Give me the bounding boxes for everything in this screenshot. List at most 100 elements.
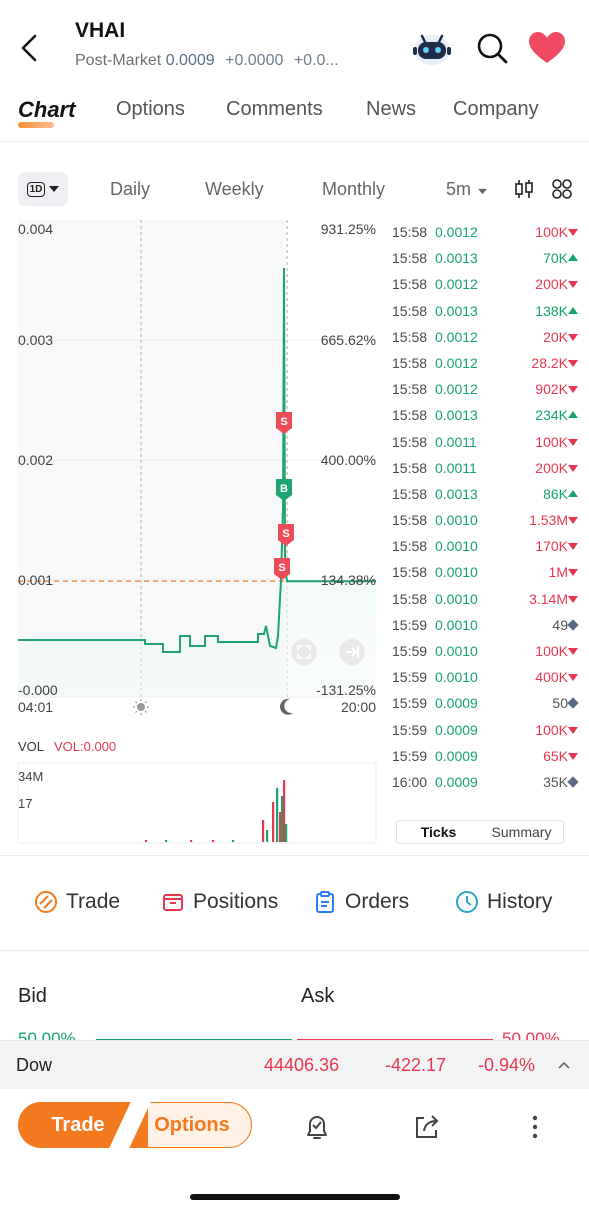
history-action-label: History [487,890,553,913]
tab-summary[interactable]: Summary [491,824,552,840]
tick-time: 15:58 [392,407,428,424]
tick-time: 15:58 [392,512,428,529]
index-ticker-bar[interactable]: Dow 44406.36 -422.17 -0.94% [0,1040,589,1089]
tick-volume: 138K [535,302,568,319]
tab-ticks[interactable]: Ticks [420,824,457,840]
orders-action[interactable]: Orders [313,890,409,914]
volume-bar [145,840,148,842]
tab-company[interactable]: Company [453,98,539,120]
volume-bar [281,796,284,842]
session-change-pct: +0.0... [293,52,339,69]
period-weekly[interactable]: Weekly [205,179,264,199]
triangle-down-icon [568,543,578,551]
tick-volume: 200K [535,459,568,476]
search-icon[interactable] [474,30,510,66]
svg-text:S: S [282,528,289,540]
bid-label: Bid [18,985,47,1007]
trade-marker-sell[interactable]: S [274,558,290,580]
volume-bar [276,788,279,842]
jump-to-latest-button[interactable] [339,639,365,665]
triangle-down-icon [568,359,578,367]
volume-bar [212,840,215,842]
grid-layout-icon[interactable] [551,178,573,200]
history-action[interactable]: History [455,890,552,914]
tick-time: 15:59 [392,643,428,659]
period-monthly[interactable]: Monthly [322,179,386,199]
tick-time: 15:58 [392,276,428,293]
robot-assistant-icon[interactable] [410,28,454,68]
options-button[interactable]: Options [128,1102,252,1148]
triangle-down-icon [568,333,578,341]
triangle-down-icon [568,726,578,734]
share-icon[interactable] [410,1110,444,1144]
tick-row: 16:00 0.0009 35K [388,774,579,800]
volume-bar [262,820,265,842]
diamond-icon [567,619,579,631]
trade-marker-sell[interactable]: S [276,412,292,434]
candlestick-icon[interactable] [514,179,534,199]
tick-price: 0.0011 [435,433,477,450]
tab-news[interactable]: News [366,98,417,120]
svg-text:S: S [278,562,285,574]
tick-row: 15:59 0.0009 65K [388,748,578,774]
sun-icon [133,699,149,715]
favorite-heart-icon[interactable] [527,30,567,66]
chevron-up-icon[interactable] [558,1059,570,1071]
tick-time: 15:59 [392,616,428,633]
tick-time: 15:58 [392,302,428,319]
tick-row: 15:58 0.0011 100K [388,434,578,460]
index-change-pct: -0.94% [478,1055,536,1075]
tick-volume: 100K [535,643,568,659]
tick-volume: 20K [543,328,568,345]
positions-action[interactable]: Positions [161,890,278,914]
trade-marker-buy[interactable]: B [276,479,292,501]
period-5m-dropdown[interactable]: 5m [446,179,487,200]
tick-price: 0.0009 [435,747,478,764]
tick-row: 15:58 0.0010 3.14M [388,591,578,617]
tick-row: 15:58 0.0013 138K [388,303,578,329]
more-vertical-icon[interactable] [518,1110,552,1144]
period-daily[interactable]: Daily [110,179,151,199]
volume-panel [17,762,377,844]
volume-bar [283,780,286,842]
tab-comments[interactable]: Comments [226,98,323,120]
tick-volume: 100K [535,224,568,240]
price-chart[interactable]: 0.004 0.003 0.002 0.001 -0.000 931.25% 6… [0,215,380,845]
tick-row: 15:58 0.0013 86K [388,486,578,512]
session-price: 0.0009 [165,52,215,69]
tab-options[interactable]: Options [116,98,185,120]
tick-price: 0.0013 [435,407,478,424]
tab-chart[interactable]: Chart [18,97,76,122]
trade-action[interactable]: Trade [34,890,120,914]
vol-value: VOL:0.000 [54,739,116,754]
triangle-down-icon [568,648,578,655]
caret-down-icon [478,188,487,195]
tick-time: 15:59 [392,747,428,764]
vol-label: VOL [18,739,44,754]
tick-volume: 100K [535,433,568,450]
tick-volume: 1M [548,564,568,581]
tick-price: 0.0012 [435,354,478,371]
trade-marker-sell[interactable]: S [278,524,294,546]
diamond-icon [567,776,579,788]
orders-clipboard-icon [316,891,334,913]
triangle-up-icon [568,489,578,497]
header: VHAI Post-Market 0.0009 +0.0000 +0.0... [0,0,589,90]
back-button[interactable] [14,30,44,66]
fullscreen-button[interactable] [291,639,317,665]
tick-row: 15:59 0.0009 50 [388,695,579,721]
tick-price: 0.0013 [435,485,478,502]
tick-row: 15:58 0.0013 70K [388,250,578,276]
tick-list[interactable]: 15:58 0.0012 100K 15:58 0.0013 70K 15:58 0.0012… [388,224,579,800]
caret-down-icon [49,186,60,192]
ticker-symbol: VHAI [75,19,126,42]
y-left-label: 0.004 [18,221,53,237]
period-5m-label: 5m [446,179,472,199]
tick-price: 0.0012 [435,381,478,398]
tick-time: 15:59 [392,669,428,686]
tick-row: 15:58 0.0010 1M [388,564,578,590]
vol-tick-label: 17 [18,796,32,811]
price-alert-bell-icon[interactable] [300,1110,334,1144]
tick-row: 15:59 0.0010 49 [388,616,579,643]
period-1d-dropdown[interactable]: 1D [18,172,68,206]
